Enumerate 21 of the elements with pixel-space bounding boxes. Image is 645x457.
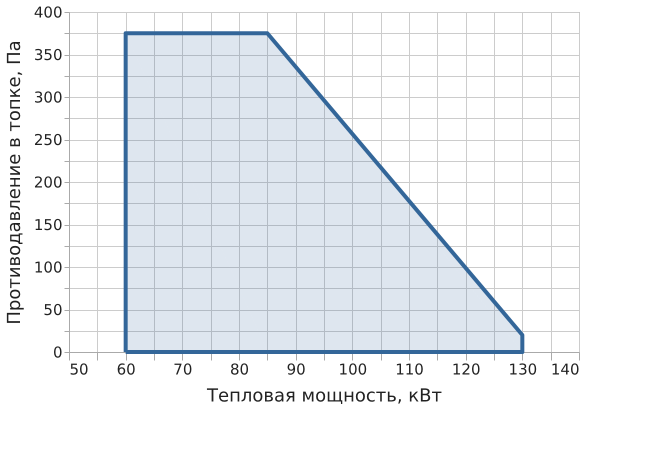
x-tick-label: 80 [230, 360, 250, 378]
x-axis-title: Тепловая мощность, кВт [206, 386, 442, 406]
y-tick-label: 150 [34, 216, 62, 234]
y-tick-label: 300 [34, 88, 62, 106]
x-tick-label: 120 [452, 360, 480, 378]
y-tick-label: 200 [34, 174, 62, 192]
x-tick-label: 60 [116, 360, 136, 378]
x-tick-label: 110 [395, 360, 424, 378]
y-tick-label: 350 [34, 46, 62, 64]
y-tick-label: 400 [34, 4, 62, 22]
x-tick-label: 70 [173, 360, 192, 378]
x-tick-label: 90 [286, 360, 306, 378]
x-tick-label: 100 [338, 360, 368, 378]
y-tick-label: 100 [34, 258, 62, 276]
y-tick-label: 250 [34, 131, 62, 149]
x-tick-label: 130 [508, 360, 538, 378]
y-tick-label: 0 [52, 344, 62, 362]
y-tick-label: 50 [43, 301, 62, 319]
x-tick-label: 140 [550, 360, 580, 378]
x-tick-label: 50 [70, 360, 89, 378]
y-axis-title: Противодавление в топке, Па [4, 40, 25, 325]
